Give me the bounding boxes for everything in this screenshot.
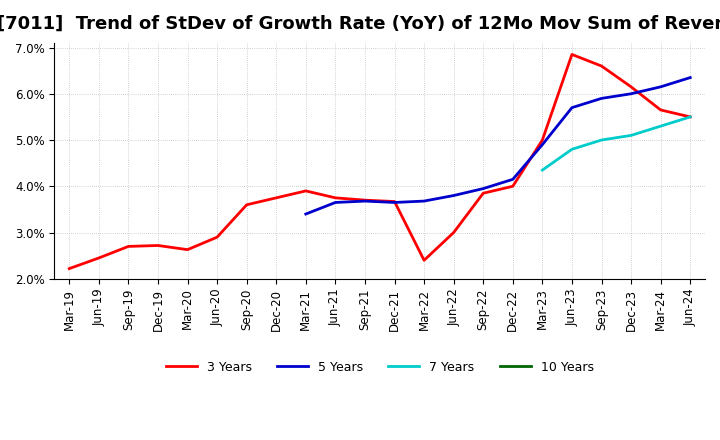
Title: [7011]  Trend of StDev of Growth Rate (YoY) of 12Mo Mov Sum of Revenues: [7011] Trend of StDev of Growth Rate (Yo… [0, 15, 720, 33]
Legend: 3 Years, 5 Years, 7 Years, 10 Years: 3 Years, 5 Years, 7 Years, 10 Years [161, 356, 599, 379]
